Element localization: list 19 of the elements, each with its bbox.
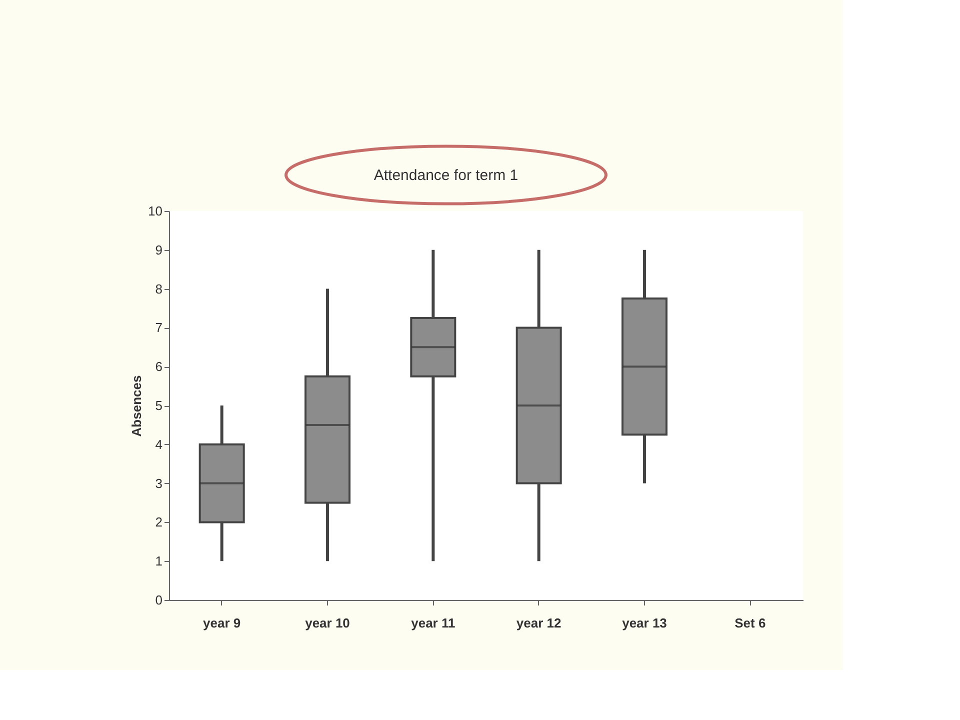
y-tick-label: 5 [155,398,162,413]
x-tick-label: year 12 [516,616,562,630]
y-tick-label: 1 [155,554,162,569]
y-tick-label: 9 [155,242,162,258]
y-tick-label: 0 [155,592,162,608]
y-tick-label: 4 [155,436,162,452]
y-axis-title: Absences [129,375,144,437]
x-tick-label: year 9 [203,616,241,630]
y-tick-label: 10 [148,204,162,218]
x-tick-label: year 10 [305,616,350,630]
y-tick-label: 6 [155,359,162,374]
x-tick-label: year 11 [411,616,456,630]
x-tick-label: year 13 [622,616,667,630]
x-tick-label: Set 6 [734,616,766,630]
y-tick-label: 7 [155,320,162,336]
y-tick-label: 2 [155,514,162,530]
y-tick-label: 8 [155,281,162,296]
y-tick-label: 3 [155,476,162,491]
chart-title: Attendance for term 1 [374,167,518,184]
